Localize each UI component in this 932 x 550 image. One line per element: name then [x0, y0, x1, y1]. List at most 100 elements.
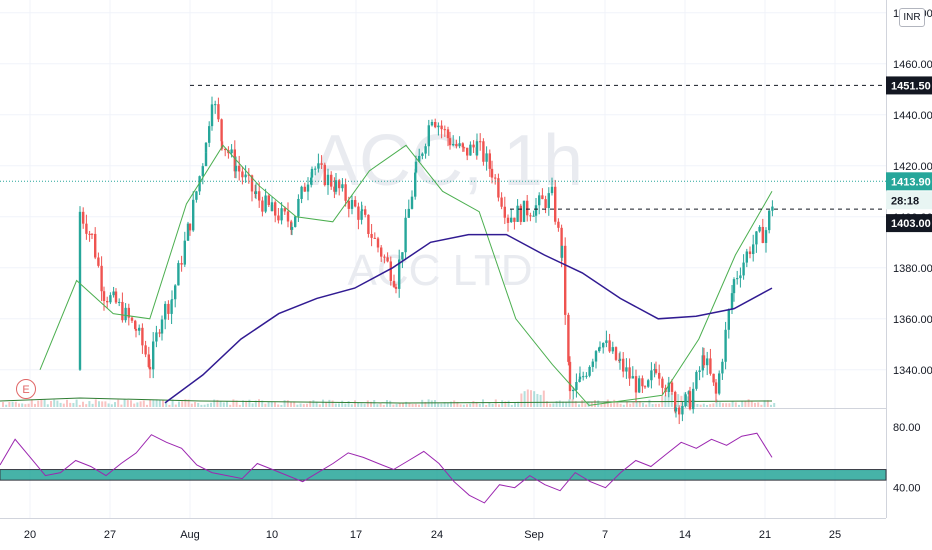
candle-body: [541, 195, 544, 200]
candle-body: [124, 307, 127, 321]
volume-bar: [18, 403, 20, 407]
volume-bar: [110, 404, 113, 407]
volume-bar: [59, 402, 62, 407]
candle-body: [532, 215, 535, 217]
volume-bar: [152, 400, 155, 407]
candle-body: [755, 231, 758, 245]
volume-bar: [203, 404, 206, 407]
volume-bar: [430, 400, 433, 407]
volume-bar: [632, 402, 635, 407]
candle-body: [739, 275, 742, 279]
candle-body: [192, 199, 195, 231]
level-tag-low-bg: [886, 214, 932, 233]
candle-body: [357, 206, 360, 220]
candle-body: [732, 279, 736, 294]
candle-body: [300, 186, 303, 199]
volume-bar: [411, 404, 414, 407]
volume-bar: [549, 403, 552, 407]
volume-bar: [488, 402, 491, 407]
candle-body: [506, 221, 510, 223]
candle-body: [706, 358, 709, 366]
volume-bar: [648, 399, 651, 407]
candle-body: [341, 184, 344, 189]
volume-bar: [200, 404, 203, 407]
volume-bar: [450, 401, 452, 407]
volume-bar: [5, 404, 8, 407]
volume-bar: [50, 400, 52, 407]
candle-body: [647, 380, 650, 387]
candle-body: [618, 358, 622, 361]
volume-bar: [318, 404, 321, 407]
candle-body: [141, 327, 144, 346]
candle-body: [264, 195, 267, 212]
price-tick-label: 1360.00: [893, 314, 932, 326]
volume-bar: [210, 402, 212, 407]
volume-bar: [213, 399, 216, 407]
volume-bar: [498, 404, 500, 407]
time-axis[interactable]: 20 27 Aug 10 17 24 Sep 7 14 21 25: [24, 529, 841, 541]
volume-bar: [162, 400, 164, 407]
candle-body: [602, 343, 605, 348]
volume-bar: [91, 403, 94, 407]
volume-bar: [530, 390, 532, 407]
volume-bar: [270, 401, 273, 407]
volume-bar: [699, 404, 702, 407]
candle-body: [323, 164, 326, 186]
candle-body: [516, 205, 519, 222]
volume-bar: [542, 390, 545, 407]
volume-bar: [88, 401, 91, 407]
moving-average-slow: [164, 233, 773, 404]
volume-bar: [555, 401, 558, 407]
volume-bar: [421, 399, 424, 407]
volume-bar: [725, 403, 728, 407]
candle-body: [373, 237, 376, 239]
volume-bar: [373, 400, 376, 407]
volume-bar: [133, 403, 136, 407]
earnings-marker[interactable]: E: [16, 379, 36, 399]
candle-body: [258, 191, 261, 201]
volume-bar: [616, 402, 619, 407]
rsi-line: [0, 432, 773, 504]
candle-body: [614, 347, 618, 360]
volume-bar: [581, 400, 584, 407]
volume-bar: [72, 403, 75, 407]
candle-body: [414, 172, 417, 197]
candle-body: [494, 177, 497, 179]
volume-bar: [94, 399, 97, 407]
volume-bar: [610, 403, 612, 407]
volume-bar: [462, 404, 465, 407]
volume-bar: [299, 403, 302, 407]
candle-body: [452, 143, 455, 146]
volume-bar: [315, 401, 318, 407]
volume-bar: [696, 403, 699, 407]
volume-bar: [392, 404, 395, 407]
candle-body: [102, 291, 106, 301]
candle-body: [247, 174, 250, 176]
volume-bar: [773, 403, 776, 407]
candle-body: [310, 168, 314, 178]
volume-bar: [334, 403, 337, 407]
volume-bar: [216, 399, 219, 407]
volume-bar: [293, 401, 296, 407]
volume-bar: [398, 403, 401, 407]
candle-body: [488, 153, 491, 169]
volume-bar: [2, 402, 4, 407]
currency-badge[interactable]: INR: [899, 8, 925, 27]
volume-bar: [466, 404, 468, 407]
volume-bar: [222, 402, 225, 407]
volume-bar: [126, 400, 129, 407]
candle-body: [472, 144, 475, 148]
candle-body: [244, 174, 247, 178]
candle-body: [158, 332, 161, 334]
candle-body: [344, 184, 347, 201]
volume-bar: [718, 402, 721, 407]
candle-body: [177, 263, 180, 286]
candle-body: [167, 303, 170, 314]
volume-bar: [155, 399, 158, 407]
volume-bar: [712, 403, 715, 407]
candle-body: [152, 341, 155, 370]
candle-body: [761, 226, 764, 243]
candle-body: [370, 233, 373, 238]
volume-bar: [446, 403, 449, 407]
